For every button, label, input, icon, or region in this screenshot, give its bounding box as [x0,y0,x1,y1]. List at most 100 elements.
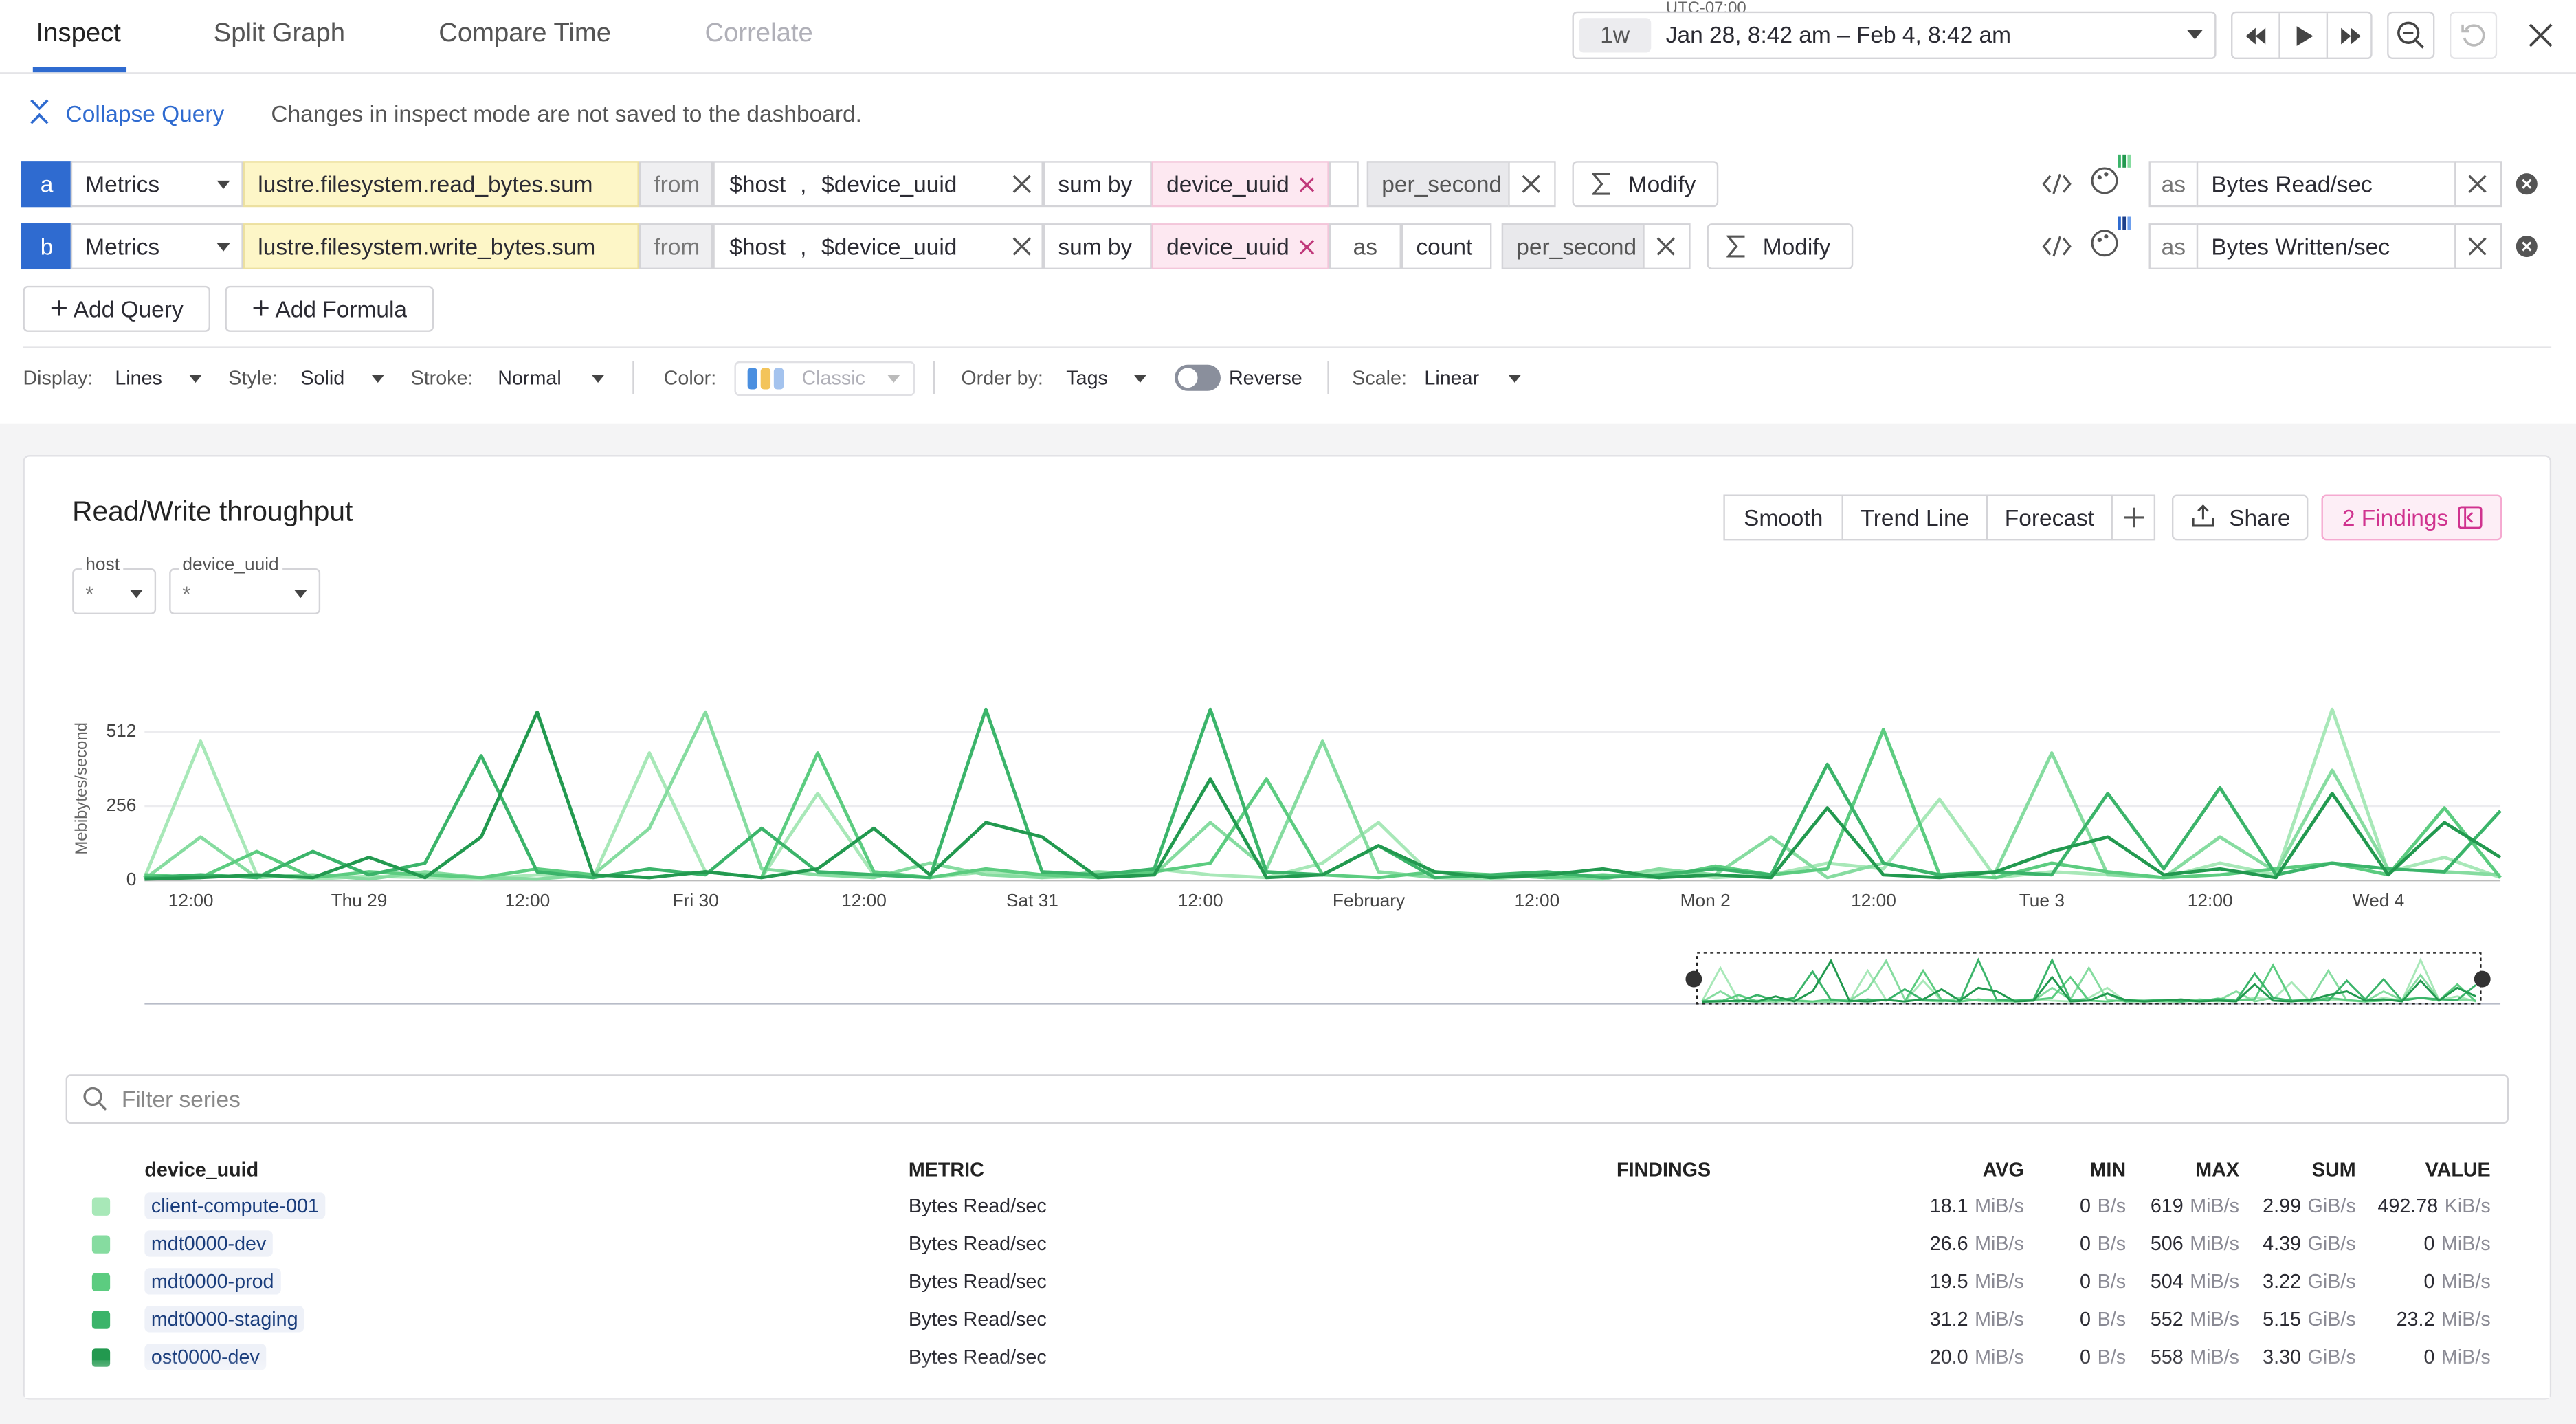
option-divider [1327,361,1329,394]
column-header[interactable]: AVG [1983,1158,2024,1181]
series-swatch[interactable] [92,1198,110,1216]
option-label[interactable]: Reverse [1229,366,1302,391]
clear-tags[interactable] [1010,235,1033,258]
palette-icon[interactable] [2089,155,2135,197]
series-swatch[interactable] [92,1236,110,1254]
aggregation[interactable]: sum by [1043,161,1152,207]
query-letter[interactable]: a [21,161,72,207]
remove-query[interactable] [2516,235,2538,258]
y-tick-label: 256 [107,794,137,815]
series-line [144,712,2500,879]
stat-unit: GiB/s [2308,1194,2356,1217]
stat-cell: 0MiB/s [2423,1268,2490,1294]
x-tick-label: Sat 31 [1006,890,1058,911]
stat-unit: MiB/s [2441,1270,2491,1293]
x-tick-label: Fri 30 [673,890,719,911]
stat-value: 19.5 [1930,1270,1968,1293]
clear-tags[interactable] [1010,173,1033,195]
series-name[interactable]: mdt0000-prod [144,1268,280,1294]
stat-value: 2.99 [2263,1194,2301,1217]
series-swatch[interactable] [92,1273,110,1291]
y-tick-label: 0 [126,869,137,889]
filter-input[interactable] [66,1074,2509,1124]
stat-value: 31.2 [1930,1308,1968,1331]
stat-unit: MiB/s [2190,1308,2239,1331]
aggregation[interactable]: sum by [1043,223,1152,269]
column-header[interactable]: SUM [2312,1158,2356,1181]
dropdown-caret [215,179,232,191]
dropdown-caret [1132,373,1148,385]
template-variable-name: host [82,555,123,575]
palette-icon[interactable] [2089,217,2135,260]
dropdown-caret [187,373,203,385]
stat-unit: B/s [2098,1194,2126,1217]
dropdown-caret [370,373,386,385]
column-header[interactable]: device_uuid [144,1158,258,1181]
column-header[interactable]: MAX [2195,1158,2239,1181]
reverse-toggle[interactable] [1175,365,1221,391]
series-swatch[interactable] [92,1311,110,1328]
remove-query[interactable] [2516,173,2538,195]
function[interactable]: per_second [1502,223,1645,269]
series-line [144,709,2500,878]
as-value[interactable]: count [1401,223,1491,269]
tag[interactable]: $host [729,233,786,259]
series-name[interactable]: mdt0000-dev [144,1230,273,1256]
share-icon [2192,504,2214,527]
code-icon[interactable] [2042,235,2072,258]
stat-unit: MiB/s [2190,1270,2239,1293]
stat-unit: KiB/s [2445,1194,2491,1217]
sigma-icon [1592,173,1612,195]
remove-group[interactable] [1298,238,1315,256]
stat-value: 0 [2080,1270,2091,1293]
metric-name[interactable]: lustre.filesystem.read_bytes.sum [243,161,639,207]
x-tick-label: Wed 4 [2353,890,2404,911]
series-name[interactable]: mdt0000-staging [144,1306,304,1332]
option-value[interactable]: Lines [115,366,162,391]
template-variable-name: device_uuid [179,555,282,575]
column-header[interactable]: VALUE [2425,1158,2491,1181]
stat-cell: 492.78KiB/s [2377,1192,2490,1219]
stat-cell: 619MiB/s [2151,1192,2239,1219]
metric-name[interactable]: lustre.filesystem.write_bytes.sum [243,223,639,269]
option-value[interactable]: Normal [498,366,561,391]
y-axis-label: Mebibytes/second [72,722,91,855]
template-variable-value: * [85,581,93,606]
widget-button[interactable]: Trend Line [1842,494,1988,540]
tag[interactable]: $host [729,171,786,197]
x-tick-label: 12:00 [1178,890,1223,911]
alias[interactable]: Bytes Written/sec [2197,223,2456,269]
option-value[interactable]: Linear [1424,366,1479,391]
remove-function-icon [1654,235,1677,258]
x-tick-label: 12:00 [168,890,214,911]
tag[interactable]: $device_uuid [821,233,957,259]
remove-function-icon [1520,173,1542,195]
option-value[interactable]: Classic [801,366,865,391]
function[interactable]: per_second [1367,161,1510,207]
stat-unit: GiB/s [2308,1232,2356,1255]
stat-cell: 19.5MiB/s [1930,1268,2024,1294]
stat-unit: MiB/s [1975,1232,2024,1255]
remove-group[interactable] [1298,176,1315,194]
tag[interactable]: $device_uuid [821,171,957,197]
stat-unit: B/s [2098,1308,2126,1331]
tag-separator: , [800,171,806,197]
column-header[interactable]: METRIC [909,1158,984,1181]
code-icon[interactable] [2042,173,2072,195]
table-fade [25,1360,2550,1398]
alias-prefix: as [2149,161,2199,207]
widget-button[interactable]: Smooth [1723,494,1843,540]
series-name[interactable]: client-compute-001 [144,1192,325,1219]
option-value[interactable]: Tags [1066,366,1108,391]
column-header[interactable]: FINDINGS [1617,1158,1711,1181]
query-letter[interactable]: b [21,223,72,269]
alias[interactable]: Bytes Read/sec [2197,161,2456,207]
group-spacer [1329,161,1359,207]
widget-button[interactable]: Forecast [1986,494,2113,540]
option-value[interactable]: Solid [300,366,344,391]
stat-value: 0 [2423,1232,2434,1255]
stat-cell: 5.15GiB/s [2263,1306,2356,1332]
column-header[interactable]: MIN [2089,1158,2126,1181]
sigma-icon [1726,235,1746,258]
minimap-handle [1685,971,1702,988]
